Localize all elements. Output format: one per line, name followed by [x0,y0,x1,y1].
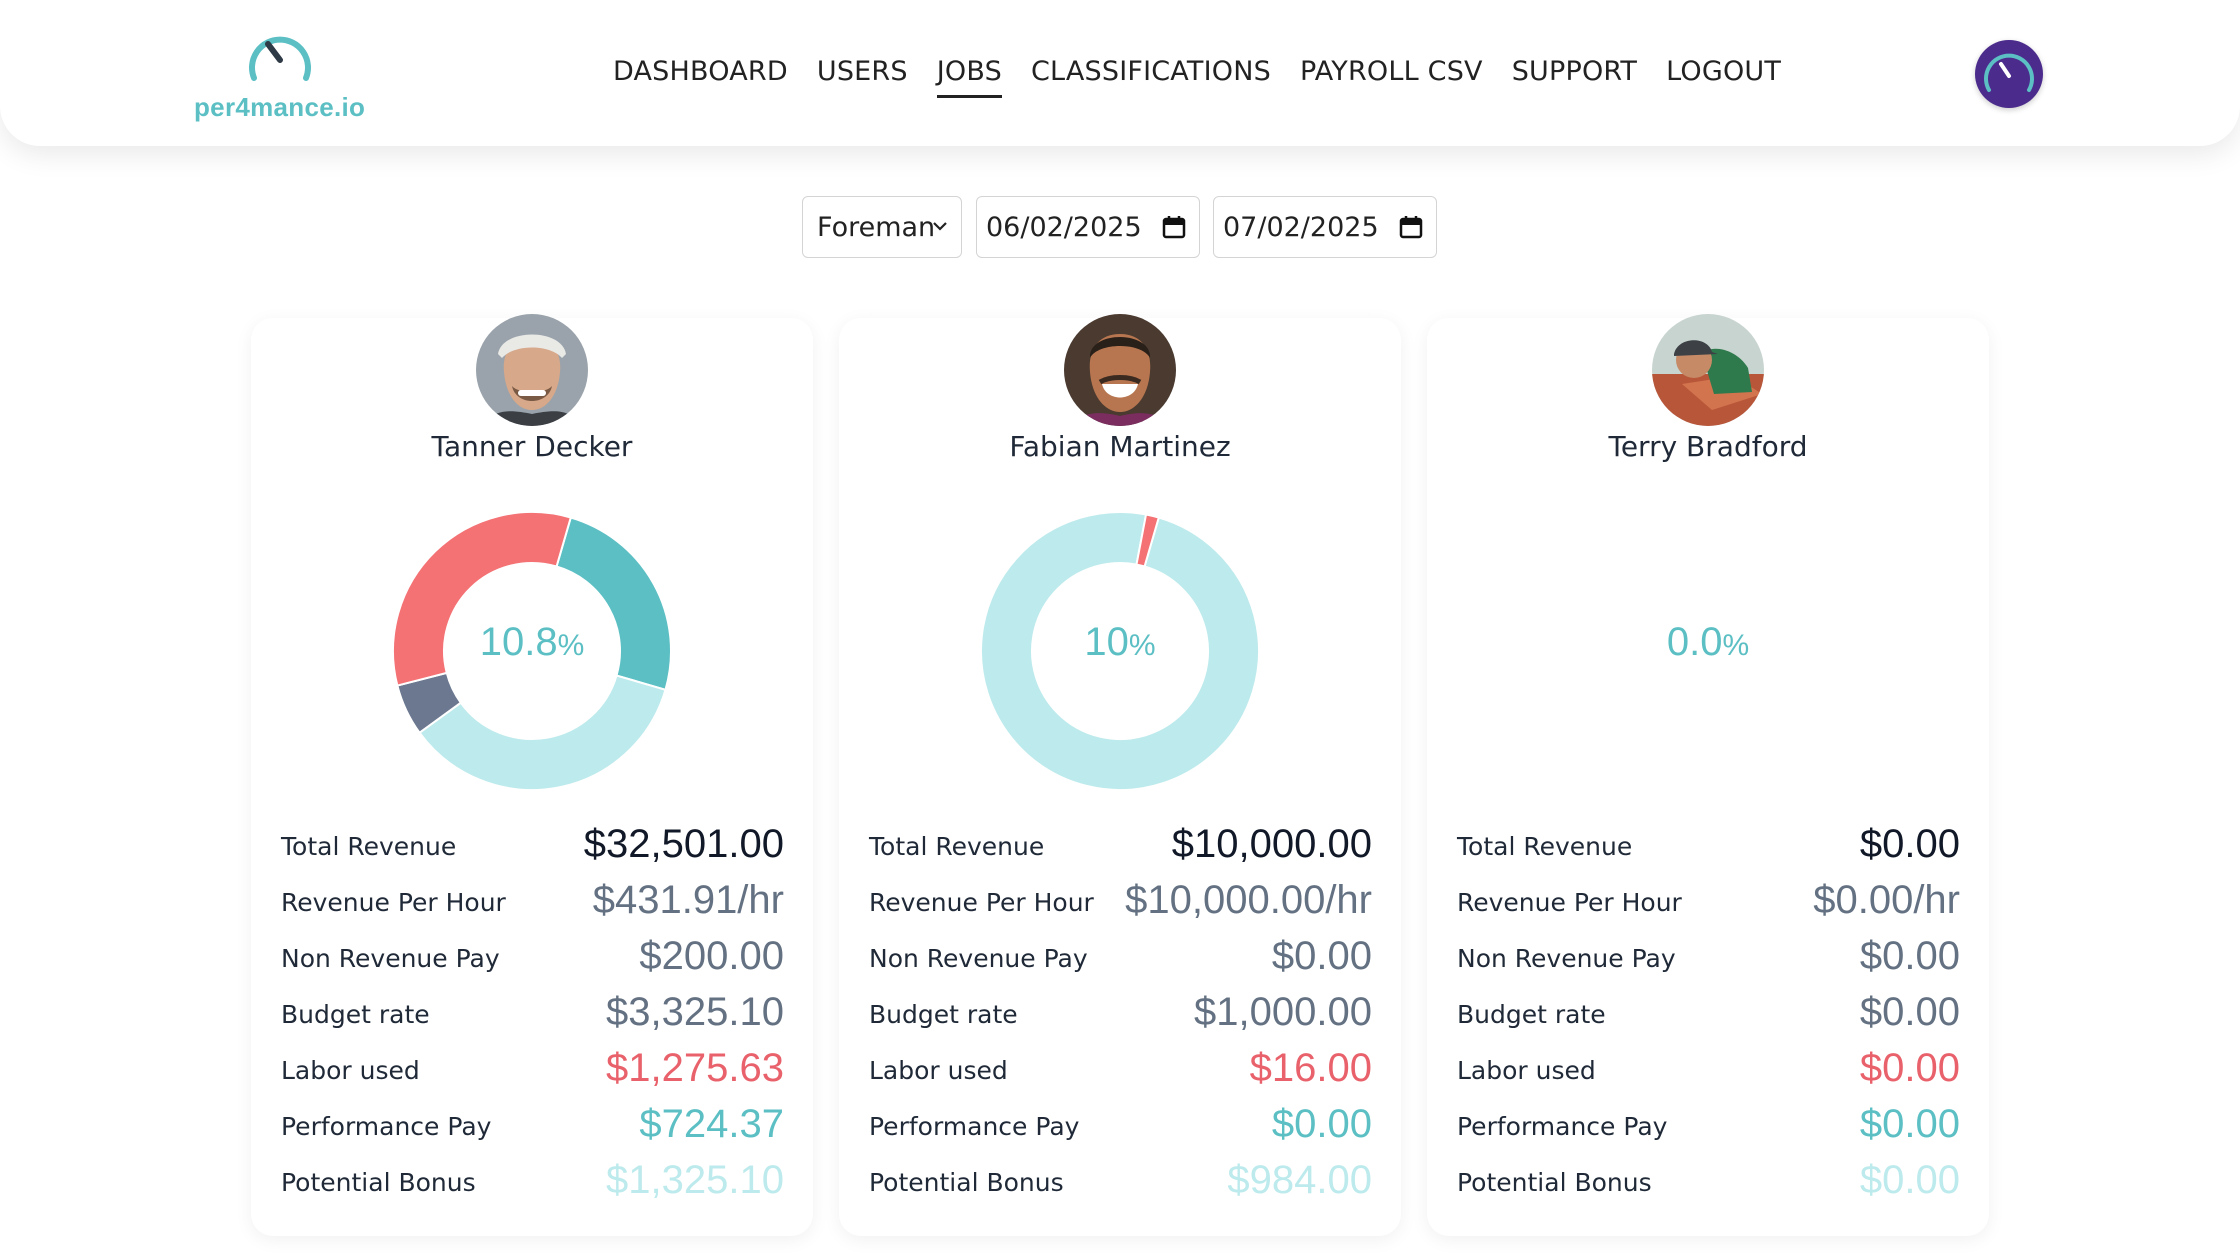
stat-revenue-per-hour: Revenue Per Hour $10,000.00/hr [869,878,1372,922]
calendar-icon[interactable] [1398,214,1424,240]
speedometer-icon [249,36,311,81]
nav-support[interactable]: SUPPORT [1511,56,1638,87]
stats-list: Total Revenue $0.00 Revenue Per Hour $0.00… [1457,818,1960,1210]
brand-logo[interactable]: per4mance.io [194,26,374,126]
stat-revenue-per-hour: Revenue Per Hour $0.00/hr [1457,878,1960,922]
donut-segment-labor [1135,513,1161,568]
stat-total-revenue: Total Revenue $32,501.00 [281,822,784,866]
employee-card-fabian-martinez: Fabian Martinez 10% Total Revenue $10,000… [839,314,1401,1236]
stat-labor-used: Labor used $0.00 [1457,1046,1960,1090]
employee-photo [476,314,588,426]
stat-budget-rate: Budget rate $3,325.10 [281,990,784,1034]
nav-users[interactable]: USERS [816,56,908,87]
nav-payroll-csv[interactable]: PAYROLL CSV [1299,56,1483,87]
performance-percent: 10% [1084,620,1156,664]
performance-donut-chart [980,511,1260,791]
stat-labor-used: Labor used $16.00 [869,1046,1372,1090]
role-select-value: Foreman [817,211,936,243]
role-select[interactable]: Foreman [802,196,962,258]
profile-avatar-button[interactable] [1975,40,2043,108]
stat-non-revenue-pay: Non Revenue Pay $200.00 [281,934,784,978]
stat-potential-bonus: Potential Bonus $0.00 [1457,1158,1960,1202]
stat-labor-used: Labor used $1,275.63 [281,1046,784,1090]
stats-list: Total Revenue $10,000.00 Revenue Per Hour… [869,818,1372,1210]
employee-card-tanner-decker: Tanner Decker 10.8% Total Revenue $32,501… [251,314,813,1236]
stat-performance-pay: Performance Pay $724.37 [281,1102,784,1146]
stat-non-revenue-pay: Non Revenue Pay $0.00 [1457,934,1960,978]
stat-performance-pay: Performance Pay $0.00 [1457,1102,1960,1146]
calendar-icon[interactable] [1161,214,1187,240]
stat-revenue-per-hour: Revenue Per Hour $431.91/hr [281,878,784,922]
performance-donut-chart [392,511,672,791]
donut-segment-labor [392,511,573,687]
donut-segment-remaining [980,511,1260,791]
employee-name: Tanner Decker [431,430,633,463]
stat-potential-bonus: Potential Bonus $1,325.10 [281,1158,784,1202]
nav-classifications[interactable]: CLASSIFICATIONS [1030,56,1271,87]
donut-segment-performance [555,516,672,692]
donut-segment-remaining [418,674,667,791]
nav-jobs[interactable]: JOBS [936,56,1002,98]
performance-percent: 10.8% [479,620,585,664]
main-nav: DASHBOARD USERS JOBS CLASSIFICATIONS PAY… [613,56,1810,98]
stat-potential-bonus: Potential Bonus $984.00 [869,1158,1372,1202]
start-date-input[interactable]: 06/02/2025 [976,196,1200,258]
stat-budget-rate: Budget rate $1,000.00 [869,990,1372,1034]
nav-logout[interactable]: LOGOUT [1666,56,1782,87]
speedometer-avatar-icon [1984,53,2034,92]
top-navbar: per4mance.io DASHBOARD USERS JOBS CLASSI… [0,0,2240,146]
end-date-value: 07/02/2025 [1223,211,1379,243]
stat-non-revenue-pay: Non Revenue Pay $0.00 [869,934,1372,978]
chevron-down-icon [933,222,947,231]
employee-photo [1652,314,1764,426]
stat-total-revenue: Total Revenue $10,000.00 [869,822,1372,866]
employee-name: Terry Bradford [1608,430,1808,463]
employee-name: Fabian Martinez [1009,430,1231,463]
stat-performance-pay: Performance Pay $0.00 [869,1102,1372,1146]
nav-dashboard[interactable]: DASHBOARD [613,56,788,87]
employee-photo [1064,314,1176,426]
start-date-value: 06/02/2025 [986,211,1142,243]
stat-budget-rate: Budget rate $0.00 [1457,990,1960,1034]
stat-total-revenue: Total Revenue $0.00 [1457,822,1960,866]
brand-name: per4mance.io [194,92,366,122]
stats-list: Total Revenue $32,501.00 Revenue Per Hour… [281,818,784,1210]
end-date-input[interactable]: 07/02/2025 [1213,196,1437,258]
performance-percent: 0.0% [1666,620,1750,664]
employee-card-terry-bradford: Terry Bradford 0.0% Total Revenue $0.00 R… [1427,314,1989,1236]
